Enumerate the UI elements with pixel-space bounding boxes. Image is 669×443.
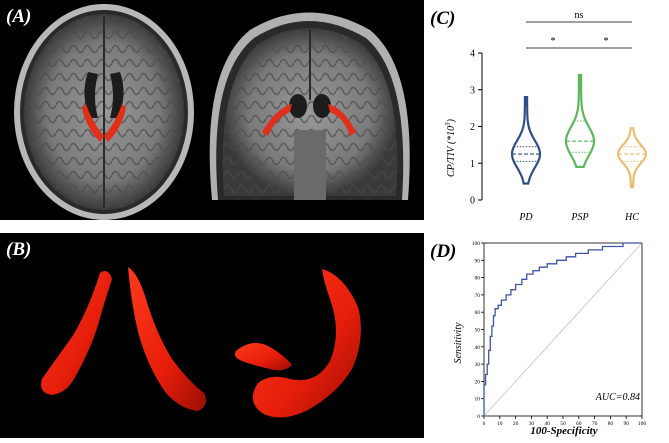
roc-lines [483, 242, 643, 417]
violin-significance: * * ns [526, 10, 632, 49]
roc-x-tick-label: 30 [529, 421, 535, 427]
axial-roi-right [104, 104, 126, 142]
roc-x-tick-label: 100 [638, 421, 647, 427]
violin-y-tick-label: 0 [470, 196, 475, 207]
roi-3d-render [41, 267, 361, 418]
mri-images [14, 4, 410, 220]
violin-y-tick-label: 3 [470, 85, 475, 96]
violin-psp [564, 73, 596, 168]
roc-x-tick-label: 60 [576, 421, 582, 427]
roc-y-label: Sensitivity [453, 322, 464, 364]
roc-x-tick-label: 40 [544, 421, 550, 427]
coronal-roi-right [328, 104, 356, 136]
violin-x-labels: PD PSP HC [518, 212, 639, 223]
violin-pd [510, 96, 542, 185]
panel-label-b: (B) [6, 239, 32, 260]
roc-x-tick-label: 10 [497, 421, 503, 427]
roc-x-tick-label: 70 [592, 421, 598, 427]
coronal-roi-left [262, 104, 292, 136]
roc-auc-annotation: AUC=0.84 [595, 392, 640, 403]
significance-label: ns [575, 10, 584, 21]
render-right-view [234, 269, 361, 418]
roc-y-tick-label: 10 [475, 397, 481, 403]
roc-y-tick-label: 70 [475, 293, 481, 299]
roc-y-tick-label: 20 [475, 379, 481, 385]
roc-y-tick-label: 40 [475, 345, 481, 351]
roc-x-label: 100-Specificity [530, 425, 597, 437]
violin-x-label-pd: PD [518, 212, 533, 223]
coronal-slice [209, 12, 410, 200]
violin-x-label-hc: HC [624, 212, 639, 223]
violin-shapes [510, 73, 648, 189]
roc-x-tick-label: 0 [483, 421, 486, 427]
roc-reference-diagonal [483, 242, 643, 417]
roc-y-tick-label: 90 [475, 258, 481, 264]
roc-x-tick-label: 90 [623, 421, 629, 427]
panel-d-roc-curve: 0 10 20 30 40 50 60 70 80 90 100 0 10 20 30 40 50 60 70 80 9… [424, 235, 669, 438]
roc-chart: 0 10 20 30 40 50 60 70 80 90 100 0 10 20 30 40 50 60 70 80 9… [453, 241, 647, 437]
significance-label: * [551, 36, 556, 47]
panel-label-d: (D) [430, 241, 457, 262]
roc-x-tick-label: 20 [513, 421, 519, 427]
violin-x-label-psp: PSP [570, 212, 588, 223]
roc-y-tick-label: 100 [472, 241, 481, 247]
panel-a-mri: (A) [0, 0, 424, 220]
significance-label: * [604, 36, 609, 47]
render-left-view [41, 267, 206, 411]
panel-b-3d-render: (B) [0, 233, 424, 438]
violin-y-tick-label: 1 [470, 159, 475, 170]
roc-axes: 0 10 20 30 40 50 60 70 80 90 100 0 10 20 30 40 50 60 70 80 9… [472, 241, 647, 427]
roc-y-tick-label: 30 [475, 362, 481, 368]
violin-y-axis: 0 1 2 3 4 [470, 49, 483, 207]
axial-slice [14, 4, 194, 220]
roc-curve [483, 242, 642, 416]
roc-y-tick-label: 80 [475, 276, 481, 282]
panel-label-c: (C) [430, 8, 456, 29]
violin-hc [616, 127, 648, 189]
axial-roi-left [82, 104, 104, 142]
roc-y-tick-label: 0 [477, 414, 480, 420]
roc-x-tick-label: 50 [560, 421, 566, 427]
violin-y-tick-label: 2 [470, 122, 475, 133]
violin-y-tick-label: 4 [470, 49, 475, 60]
violin-chart: 0 1 2 3 4 PD PSP HC * * ns CP/TIV (*103) [444, 10, 648, 223]
panel-c-violin-plot: 0 1 2 3 4 PD PSP HC * * ns CP/TIV (*103) (C) [424, 0, 669, 235]
roc-x-tick-label: 80 [608, 421, 614, 427]
panel-label-a: (A) [6, 6, 32, 27]
roc-y-tick-label: 50 [475, 328, 481, 334]
roc-y-tick-label: 60 [475, 310, 481, 316]
violin-y-label: CP/TIV (*103) [444, 118, 457, 177]
